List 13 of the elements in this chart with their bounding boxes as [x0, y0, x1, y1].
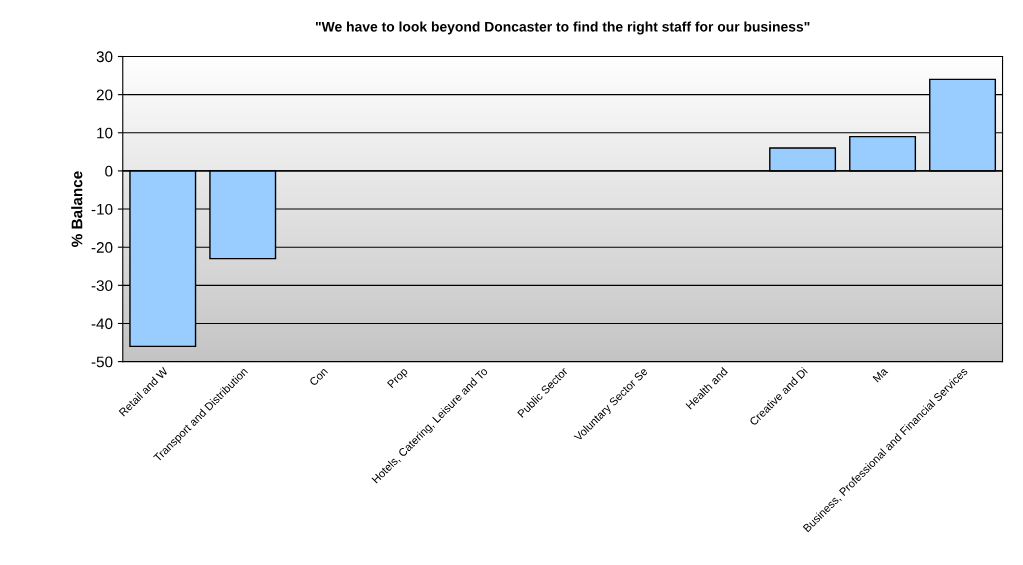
y-tick-label: 20	[96, 89, 113, 101]
x-tick-label: Ma	[872, 366, 889, 383]
y-tick-label: -20	[91, 242, 113, 253]
y-tick-label: -30	[91, 280, 113, 292]
y-axis-title: % Balance	[71, 171, 83, 247]
y-tick-label: 30	[96, 51, 113, 63]
y-tick-label: -40	[91, 318, 113, 330]
x-tick-label: Con	[308, 367, 328, 387]
y-tick-label: -50	[91, 356, 113, 368]
y-tick-label: -10	[91, 203, 113, 215]
y-tick-label: 0	[105, 165, 113, 177]
chart-title: "We have to look beyond Doncaster to find the right staff for our business"	[315, 21, 810, 35]
y-tick-label: 10	[97, 127, 113, 139]
